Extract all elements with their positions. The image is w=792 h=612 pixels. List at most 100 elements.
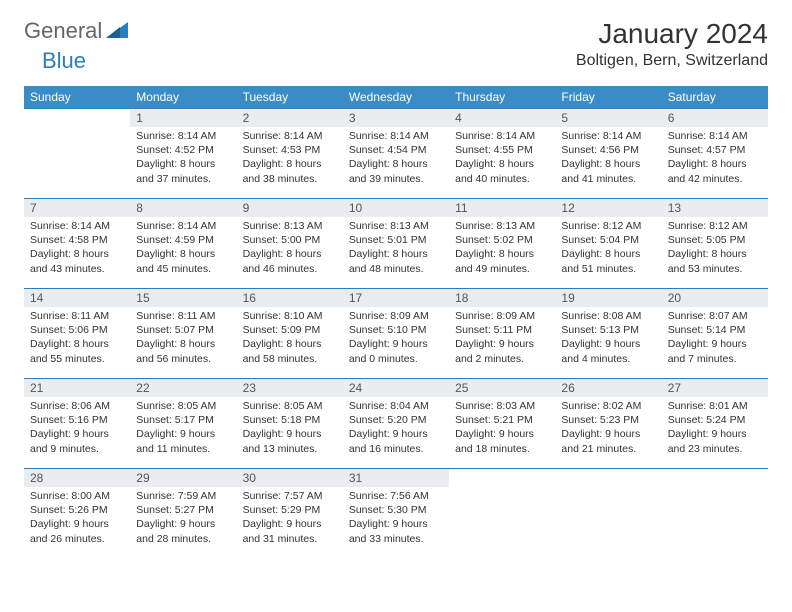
day-body: Sunrise: 8:03 AMSunset: 5:21 PMDaylight:… — [449, 397, 555, 460]
day-body: Sunrise: 8:12 AMSunset: 5:05 PMDaylight:… — [662, 217, 768, 280]
day-number: 17 — [343, 289, 449, 307]
day-body: Sunrise: 8:11 AMSunset: 5:06 PMDaylight:… — [24, 307, 130, 370]
weekday-header: Saturday — [662, 86, 768, 109]
calendar-cell: 17Sunrise: 8:09 AMSunset: 5:10 PMDayligh… — [343, 289, 449, 379]
day-number: 1 — [130, 109, 236, 127]
logo: General — [24, 18, 130, 44]
day-body: Sunrise: 8:05 AMSunset: 5:17 PMDaylight:… — [130, 397, 236, 460]
weekday-header: Sunday — [24, 86, 130, 109]
calendar-cell: 28Sunrise: 8:00 AMSunset: 5:26 PMDayligh… — [24, 469, 130, 559]
day-number: 3 — [343, 109, 449, 127]
logo-text-general: General — [24, 18, 102, 44]
location: Boltigen, Bern, Switzerland — [576, 52, 768, 70]
day-number: 2 — [237, 109, 343, 127]
day-number: 9 — [237, 199, 343, 217]
calendar-cell: 31Sunrise: 7:56 AMSunset: 5:30 PMDayligh… — [343, 469, 449, 559]
calendar-cell: 1Sunrise: 8:14 AMSunset: 4:52 PMDaylight… — [130, 109, 236, 199]
day-number: 15 — [130, 289, 236, 307]
day-body: Sunrise: 8:07 AMSunset: 5:14 PMDaylight:… — [662, 307, 768, 370]
day-body: Sunrise: 7:59 AMSunset: 5:27 PMDaylight:… — [130, 487, 236, 550]
month-title: January 2024 — [576, 18, 768, 50]
day-body: Sunrise: 8:02 AMSunset: 5:23 PMDaylight:… — [555, 397, 661, 460]
day-body: Sunrise: 8:00 AMSunset: 5:26 PMDaylight:… — [24, 487, 130, 550]
day-number: 13 — [662, 199, 768, 217]
calendar-cell: 21Sunrise: 8:06 AMSunset: 5:16 PMDayligh… — [24, 379, 130, 469]
day-number: 21 — [24, 379, 130, 397]
calendar-cell: 22Sunrise: 8:05 AMSunset: 5:17 PMDayligh… — [130, 379, 236, 469]
day-body: Sunrise: 8:05 AMSunset: 5:18 PMDaylight:… — [237, 397, 343, 460]
calendar-cell: 30Sunrise: 7:57 AMSunset: 5:29 PMDayligh… — [237, 469, 343, 559]
weekday-header: Tuesday — [237, 86, 343, 109]
calendar-cell: 19Sunrise: 8:08 AMSunset: 5:13 PMDayligh… — [555, 289, 661, 379]
day-number: 14 — [24, 289, 130, 307]
calendar-cell — [662, 469, 768, 559]
day-body: Sunrise: 8:13 AMSunset: 5:01 PMDaylight:… — [343, 217, 449, 280]
calendar-cell: 18Sunrise: 8:09 AMSunset: 5:11 PMDayligh… — [449, 289, 555, 379]
day-number: 29 — [130, 469, 236, 487]
calendar-cell — [449, 469, 555, 559]
calendar-head: SundayMondayTuesdayWednesdayThursdayFrid… — [24, 86, 768, 109]
day-number: 24 — [343, 379, 449, 397]
day-body: Sunrise: 8:01 AMSunset: 5:24 PMDaylight:… — [662, 397, 768, 460]
calendar-cell: 8Sunrise: 8:14 AMSunset: 4:59 PMDaylight… — [130, 199, 236, 289]
day-number: 27 — [662, 379, 768, 397]
calendar-cell: 15Sunrise: 8:11 AMSunset: 5:07 PMDayligh… — [130, 289, 236, 379]
day-body: Sunrise: 7:56 AMSunset: 5:30 PMDaylight:… — [343, 487, 449, 550]
day-number: 23 — [237, 379, 343, 397]
calendar-cell: 10Sunrise: 8:13 AMSunset: 5:01 PMDayligh… — [343, 199, 449, 289]
calendar-cell: 13Sunrise: 8:12 AMSunset: 5:05 PMDayligh… — [662, 199, 768, 289]
day-body: Sunrise: 8:14 AMSunset: 4:53 PMDaylight:… — [237, 127, 343, 190]
logo-text-blue: Blue — [42, 48, 86, 74]
title-block: January 2024 Boltigen, Bern, Switzerland — [576, 18, 768, 70]
calendar-cell: 25Sunrise: 8:03 AMSunset: 5:21 PMDayligh… — [449, 379, 555, 469]
day-body: Sunrise: 7:57 AMSunset: 5:29 PMDaylight:… — [237, 487, 343, 550]
weekday-header: Monday — [130, 86, 236, 109]
calendar-cell: 7Sunrise: 8:14 AMSunset: 4:58 PMDaylight… — [24, 199, 130, 289]
day-body: Sunrise: 8:14 AMSunset: 4:55 PMDaylight:… — [449, 127, 555, 190]
calendar-cell: 11Sunrise: 8:13 AMSunset: 5:02 PMDayligh… — [449, 199, 555, 289]
calendar-cell: 2Sunrise: 8:14 AMSunset: 4:53 PMDaylight… — [237, 109, 343, 199]
day-number: 8 — [130, 199, 236, 217]
logo-triangle-icon — [106, 18, 128, 44]
day-number: 26 — [555, 379, 661, 397]
day-body: Sunrise: 8:14 AMSunset: 4:56 PMDaylight:… — [555, 127, 661, 190]
day-number: 31 — [343, 469, 449, 487]
day-body: Sunrise: 8:13 AMSunset: 5:02 PMDaylight:… — [449, 217, 555, 280]
weekday-header: Friday — [555, 86, 661, 109]
calendar-cell: 20Sunrise: 8:07 AMSunset: 5:14 PMDayligh… — [662, 289, 768, 379]
weekday-header: Wednesday — [343, 86, 449, 109]
calendar-cell: 29Sunrise: 7:59 AMSunset: 5:27 PMDayligh… — [130, 469, 236, 559]
day-number: 11 — [449, 199, 555, 217]
day-number: 30 — [237, 469, 343, 487]
calendar-cell: 23Sunrise: 8:05 AMSunset: 5:18 PMDayligh… — [237, 379, 343, 469]
day-number: 6 — [662, 109, 768, 127]
day-number: 19 — [555, 289, 661, 307]
calendar-cell: 12Sunrise: 8:12 AMSunset: 5:04 PMDayligh… — [555, 199, 661, 289]
day-body: Sunrise: 8:14 AMSunset: 4:59 PMDaylight:… — [130, 217, 236, 280]
calendar-cell: 4Sunrise: 8:14 AMSunset: 4:55 PMDaylight… — [449, 109, 555, 199]
day-number: 12 — [555, 199, 661, 217]
day-body: Sunrise: 8:11 AMSunset: 5:07 PMDaylight:… — [130, 307, 236, 370]
day-body: Sunrise: 8:14 AMSunset: 4:54 PMDaylight:… — [343, 127, 449, 190]
day-number: 28 — [24, 469, 130, 487]
day-number: 16 — [237, 289, 343, 307]
day-body: Sunrise: 8:10 AMSunset: 5:09 PMDaylight:… — [237, 307, 343, 370]
day-number: 20 — [662, 289, 768, 307]
day-number: 4 — [449, 109, 555, 127]
calendar-cell: 5Sunrise: 8:14 AMSunset: 4:56 PMDaylight… — [555, 109, 661, 199]
day-number: 5 — [555, 109, 661, 127]
day-body: Sunrise: 8:14 AMSunset: 4:57 PMDaylight:… — [662, 127, 768, 190]
calendar-cell — [24, 109, 130, 199]
day-number: 7 — [24, 199, 130, 217]
day-body: Sunrise: 8:12 AMSunset: 5:04 PMDaylight:… — [555, 217, 661, 280]
day-number: 18 — [449, 289, 555, 307]
day-body: Sunrise: 8:09 AMSunset: 5:11 PMDaylight:… — [449, 307, 555, 370]
day-body: Sunrise: 8:14 AMSunset: 4:52 PMDaylight:… — [130, 127, 236, 190]
day-body: Sunrise: 8:08 AMSunset: 5:13 PMDaylight:… — [555, 307, 661, 370]
calendar-cell: 6Sunrise: 8:14 AMSunset: 4:57 PMDaylight… — [662, 109, 768, 199]
day-body: Sunrise: 8:13 AMSunset: 5:00 PMDaylight:… — [237, 217, 343, 280]
calendar-cell: 14Sunrise: 8:11 AMSunset: 5:06 PMDayligh… — [24, 289, 130, 379]
calendar-cell: 16Sunrise: 8:10 AMSunset: 5:09 PMDayligh… — [237, 289, 343, 379]
day-number: 22 — [130, 379, 236, 397]
day-number: 10 — [343, 199, 449, 217]
